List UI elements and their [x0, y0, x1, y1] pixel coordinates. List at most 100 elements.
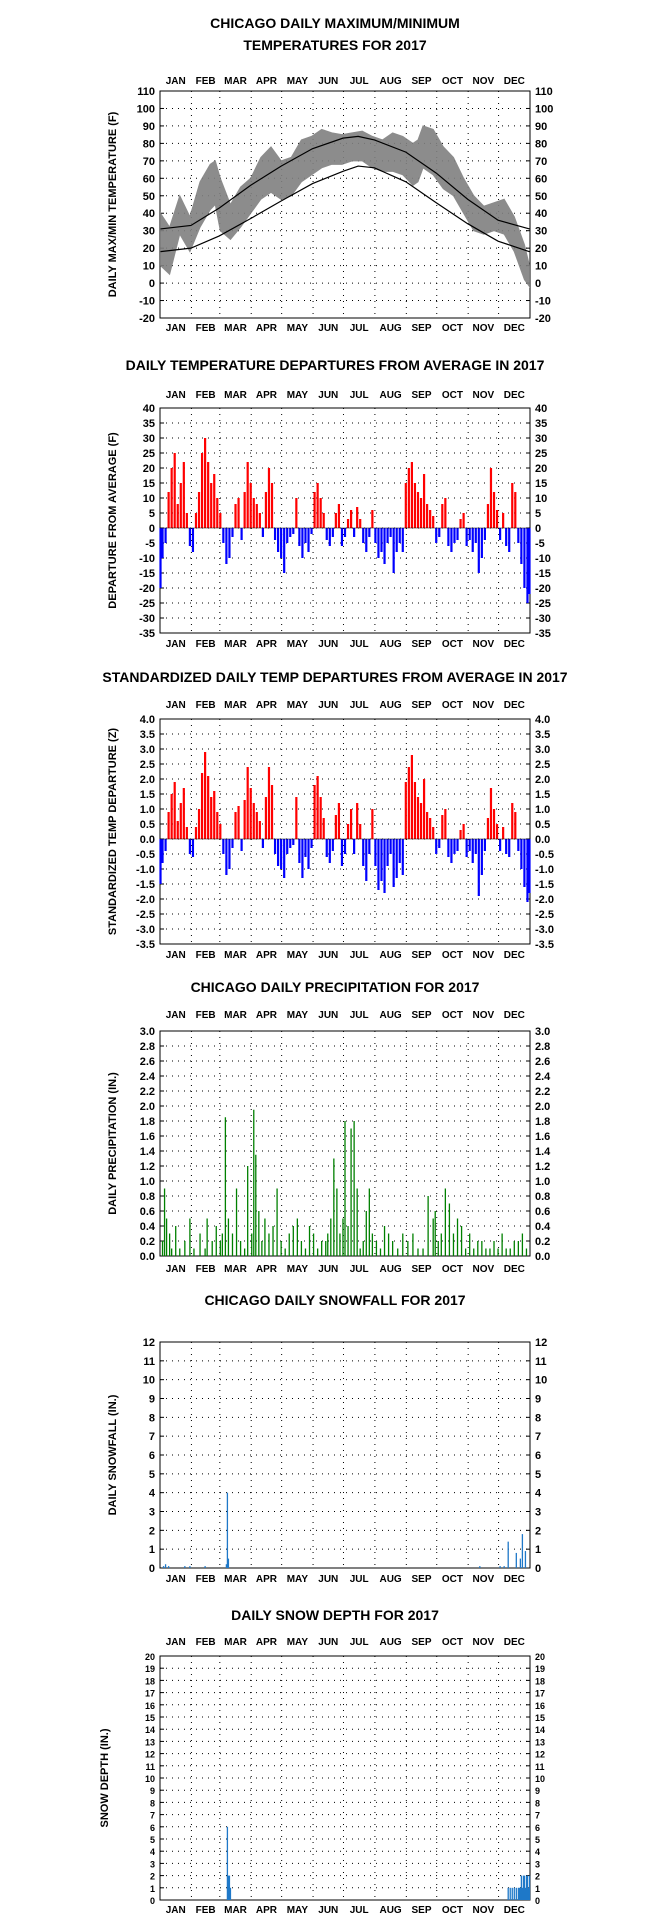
y-tick-label-left: 17 [145, 1689, 155, 1699]
bar [295, 498, 298, 528]
bar [325, 1241, 327, 1256]
bar [477, 1241, 479, 1256]
bar [215, 1226, 217, 1256]
bar [438, 839, 441, 848]
month-label-bottom: SEP [412, 639, 432, 650]
month-label-bottom: APR [256, 639, 278, 650]
y-tick-label-left: 2.0 [140, 1101, 155, 1113]
bar [227, 1218, 230, 1256]
bar [377, 839, 380, 890]
bar [511, 483, 514, 528]
bar [417, 1248, 419, 1256]
y-tick-label-right: 2.8 [535, 1041, 550, 1053]
bar [161, 528, 164, 558]
bar [300, 1241, 303, 1256]
bar [340, 839, 344, 866]
bar [507, 1541, 509, 1568]
bar [383, 1226, 386, 1256]
y-tick-label-left: 2 [150, 1872, 155, 1882]
bar [224, 1117, 227, 1256]
bar [206, 1218, 208, 1256]
bar [292, 528, 295, 534]
bar [453, 839, 456, 854]
month-label-bottom: NOV [473, 1264, 495, 1275]
month-label-top: FEB [196, 1010, 216, 1021]
y-tick-label-right: -3.0 [535, 924, 554, 936]
y-tick-label-right: 8 [535, 1412, 541, 1424]
y-tick-label-right: -3.5 [535, 939, 554, 951]
bar [331, 839, 334, 851]
month-label-bottom: JAN [166, 950, 186, 961]
month-label-bottom: NOV [473, 639, 495, 650]
month-label-bottom: MAY [287, 639, 309, 650]
month-label-bottom: JAN [166, 1574, 186, 1585]
y-tick-label-left: 4 [150, 1847, 155, 1857]
y-tick-label-left: 0 [150, 1896, 155, 1906]
month-label-bottom: SEP [412, 950, 432, 961]
month-label-bottom: JAN [166, 323, 186, 334]
y-tick-label-left: 15 [143, 478, 155, 490]
month-label-bottom: APR [256, 1264, 278, 1275]
y-tick-label-left: 90 [143, 121, 155, 133]
bar [450, 839, 453, 863]
bar [392, 528, 395, 573]
bar [319, 498, 322, 528]
bar [359, 824, 362, 839]
bar [362, 528, 365, 543]
month-label-bottom: JUN [318, 950, 338, 961]
chart-title: CHICAGO DAILY SNOWFALL FOR 2017 [204, 1292, 465, 1308]
month-label-bottom: OCT [442, 1905, 463, 1916]
y-tick-label-left: 20 [145, 1652, 155, 1662]
month-label-top: DEC [504, 390, 525, 401]
bar [416, 797, 420, 839]
month-label-top: AUG [379, 1637, 401, 1648]
y-tick-label-left: 0.5 [140, 819, 155, 831]
bar [395, 528, 398, 552]
bar [489, 788, 493, 839]
bar [270, 785, 274, 839]
bar [441, 815, 444, 839]
bar [483, 528, 486, 540]
bar [243, 1248, 246, 1256]
bar [465, 839, 468, 857]
month-label-bottom: SEP [412, 1905, 432, 1916]
month-label-top: SEP [412, 390, 432, 401]
bar [371, 1233, 374, 1256]
bar [426, 812, 429, 839]
bar [226, 1826, 229, 1900]
bar [327, 1233, 329, 1256]
y-tick-label-left: 0.4 [140, 1221, 156, 1233]
month-label-bottom: FEB [196, 323, 216, 334]
y-tick-label-right: -35 [535, 628, 551, 640]
y-tick-label-left: 2.4 [140, 1071, 156, 1083]
month-label-bottom: MAR [224, 323, 248, 334]
bar [240, 839, 243, 851]
bar [498, 839, 502, 851]
bar [221, 1233, 223, 1256]
y-tick-label-right: 11 [535, 1762, 545, 1772]
bar [170, 468, 173, 528]
bar [204, 1566, 206, 1568]
bar [505, 839, 508, 854]
month-label-bottom: JUL [350, 323, 369, 334]
y-tick-label-right: 15 [535, 1713, 545, 1723]
month-label-bottom: JAN [166, 639, 186, 650]
y-tick-label-right: 4.0 [535, 714, 550, 726]
bar [252, 498, 255, 528]
observed-range-band [160, 125, 530, 289]
bar [188, 839, 192, 854]
y-tick-label-right: 11 [535, 1356, 547, 1368]
y-tick-label-left: -2.5 [136, 909, 155, 921]
month-label-bottom: FEB [196, 1574, 216, 1585]
bar [402, 1233, 404, 1256]
bar [276, 839, 280, 866]
y-tick-label-left: 7 [149, 1431, 155, 1443]
month-label-bottom: OCT [442, 639, 463, 650]
month-label-bottom: MAY [287, 1264, 309, 1275]
month-label-bottom: OCT [442, 1264, 463, 1275]
y-tick-label-right: 9 [535, 1786, 540, 1796]
bar [460, 1226, 463, 1256]
month-label-bottom: AUG [379, 1574, 401, 1585]
y-tick-label-right: 10 [535, 261, 547, 273]
bar [525, 1875, 528, 1900]
